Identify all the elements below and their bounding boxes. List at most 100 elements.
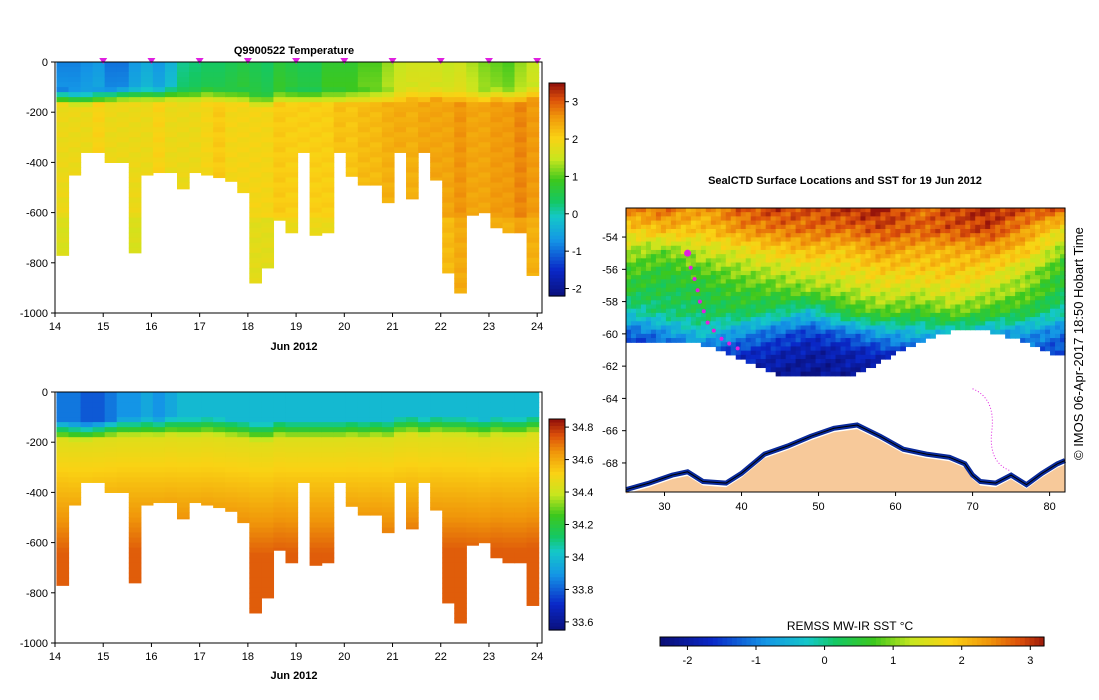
sst-cell [626, 313, 632, 318]
salinity-cell [56, 578, 69, 584]
sst-cell [671, 271, 677, 276]
sst-cell [1030, 267, 1036, 272]
temperature-cell [502, 182, 515, 188]
sst-cell [756, 221, 762, 226]
temperature-cell [213, 87, 226, 93]
sst-cell [880, 317, 886, 322]
sst-cell [771, 321, 777, 326]
sst-cell [1055, 279, 1061, 284]
sst-cell [1020, 246, 1026, 251]
temperature-colorbar-swatch [549, 275, 565, 279]
sst-cell [846, 221, 852, 226]
sst-cell [975, 237, 981, 242]
temperature-cell [93, 77, 106, 83]
sst-cell [691, 313, 697, 318]
sst-cell [656, 242, 662, 247]
salinity-cell [141, 492, 154, 498]
salinity-cell [273, 528, 286, 534]
temperature-cell [310, 167, 323, 173]
temperature-cell [406, 177, 419, 183]
temperature-x-tick-label: 16 [145, 321, 157, 333]
salinity-colorbar-swatch [549, 602, 565, 606]
sst-cell [731, 258, 737, 263]
temperature-cell [69, 62, 82, 68]
sst-cell [920, 279, 926, 284]
sst-cell [826, 313, 832, 318]
temperature-cell [358, 127, 371, 133]
salinity-cell [261, 512, 274, 518]
salinity-cell [346, 447, 359, 453]
sst-cell [636, 292, 642, 297]
sst-cell [761, 267, 767, 272]
sst-cell [895, 284, 901, 289]
temperature-cell [490, 193, 503, 199]
sst-cell [955, 225, 961, 230]
sst-cell [696, 292, 702, 297]
sst-cell [960, 216, 966, 221]
temperature-cell [129, 102, 142, 108]
salinity-cell [515, 462, 528, 468]
salinity-cell [430, 402, 443, 408]
temperature-cell [382, 137, 395, 143]
salinity-cell [466, 487, 479, 493]
sst-cell [826, 254, 832, 259]
temperature-cell [81, 97, 94, 103]
sst-cell [925, 263, 931, 268]
salinity-cell [165, 417, 178, 423]
salinity-cell [406, 397, 419, 403]
sst-cell [1035, 246, 1041, 251]
sst-cell [806, 246, 812, 251]
temperature-cell [322, 77, 335, 83]
salinity-cell [370, 417, 383, 423]
sst-cell [895, 229, 901, 234]
temperature-cell [310, 87, 323, 93]
temperature-cell [466, 112, 479, 118]
salinity-section-cells [56, 392, 539, 624]
salinity-cell [515, 482, 528, 488]
sst-cell [875, 233, 881, 238]
temperature-cell [273, 162, 286, 168]
sst-cell [860, 313, 866, 318]
salinity-cell [298, 422, 311, 428]
sst-cell [801, 300, 807, 305]
sst-cell [1000, 309, 1006, 314]
temperature-cell [69, 117, 82, 123]
sst-cell [826, 279, 832, 284]
sst-cell [701, 313, 707, 318]
salinity-colorbar-swatch [549, 458, 565, 462]
sst-cell [821, 221, 827, 226]
sst-cell [855, 254, 861, 259]
sst-cell [1000, 304, 1006, 309]
salinity-cell [310, 412, 323, 418]
sst-cell [1035, 225, 1041, 230]
temperature-cell [117, 132, 130, 138]
salinity-cell [225, 412, 238, 418]
salinity-cell [430, 427, 443, 433]
temperature-cell [153, 107, 166, 113]
sst-cell [676, 275, 682, 280]
salinity-cell [442, 563, 455, 569]
salinity-colorbar-swatch [549, 556, 565, 560]
sst-cell [990, 229, 996, 234]
salinity-cell [382, 487, 395, 493]
sst-cell [1055, 296, 1061, 301]
temperature-cell [442, 162, 455, 168]
sst-cell [925, 208, 931, 213]
sst-cell [656, 288, 662, 293]
sst-cell [626, 325, 632, 330]
salinity-cell [249, 492, 262, 498]
sst-cell [651, 284, 657, 289]
temperature-cell [346, 62, 359, 68]
sst-cell [796, 309, 802, 314]
salinity-cell [189, 402, 202, 408]
temperature-cell [527, 157, 540, 163]
temperature-colorbar-tick-label: 3 [572, 97, 578, 109]
sst-cell [756, 263, 762, 268]
sst-cell [636, 212, 642, 217]
sst-cell [641, 225, 647, 230]
sst-cell [930, 304, 936, 309]
sst-cell [846, 263, 852, 268]
sst-cell [776, 296, 782, 301]
sst-cell [766, 313, 772, 318]
salinity-cell [382, 523, 395, 529]
